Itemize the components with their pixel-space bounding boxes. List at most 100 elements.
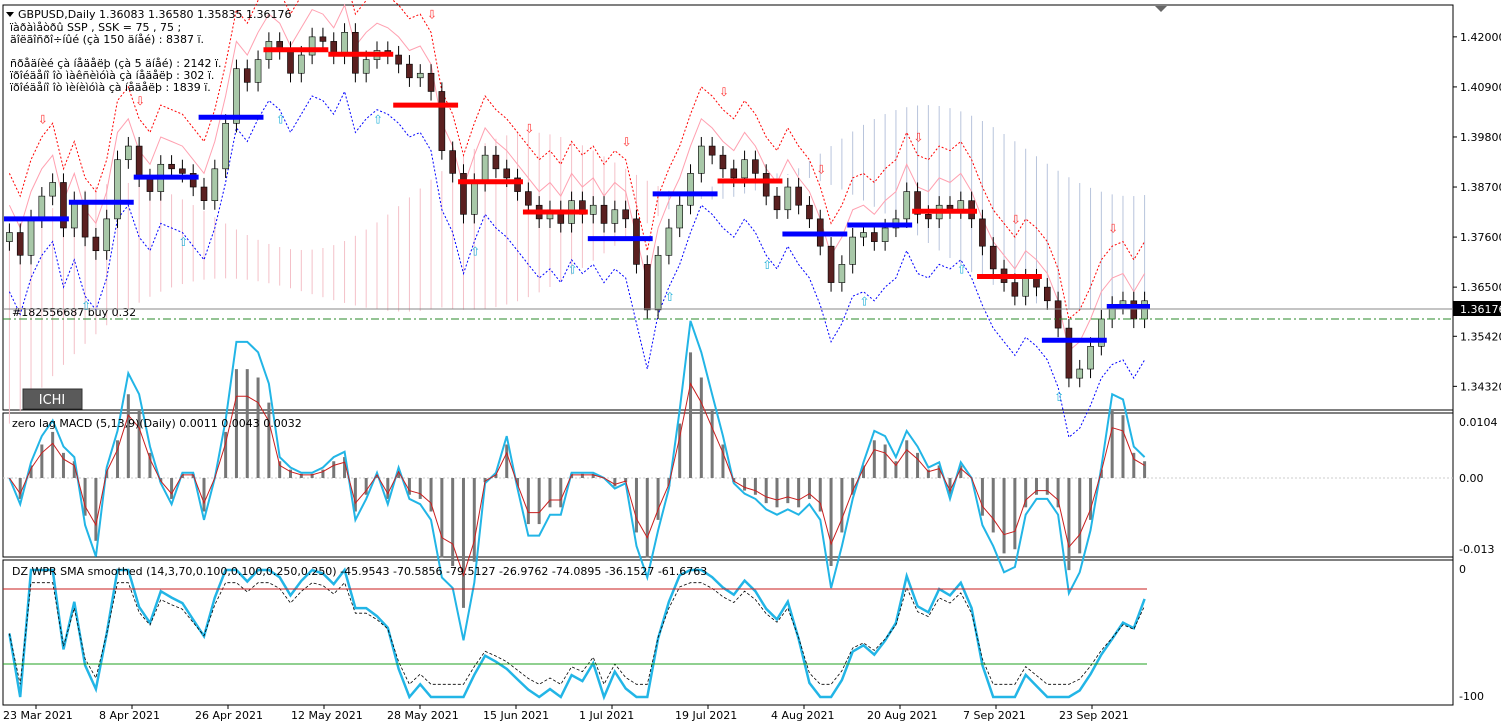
down-arrow-icon: ⇩ — [719, 85, 729, 99]
date-label: 23 Sep 2021 — [1059, 709, 1129, 721]
channel-band — [8, 90, 1146, 439]
candle-body — [871, 232, 878, 242]
ichi-button[interactable]: ICHI — [22, 388, 83, 410]
date-label: 28 May 2021 — [387, 709, 459, 721]
date-label: 26 Apr 2021 — [195, 709, 263, 721]
candle-body — [687, 173, 694, 206]
candle-body — [708, 145, 716, 156]
up-arrow-icon: ⇧ — [762, 258, 772, 272]
channel-band — [8, 0, 1146, 320]
info-line-5: ïðîéäåíî îò ìàêñèìóìà çà íåäåëþ : 302 ï. — [9, 69, 214, 82]
candle-body — [49, 182, 56, 197]
candle-body — [254, 59, 262, 83]
info-line-4: ñðåäíèé çà íåäåëþ (çà 5 äíåé) : 2142 ï. — [10, 57, 222, 70]
candle-body — [622, 209, 629, 220]
down-arrow-icon: ⇩ — [816, 162, 826, 176]
date-label: 20 Aug 2021 — [867, 709, 937, 721]
price-axis: 1.42000 1.40900 1.39800 1.38700 1.37600 1.365… — [1453, 31, 1501, 393]
candle-body — [503, 168, 511, 179]
up-arrow-icon: ⇧ — [81, 299, 91, 313]
candle-body — [1098, 318, 1105, 347]
candle-body — [1043, 286, 1051, 302]
date-label: 12 May 2021 — [291, 709, 363, 721]
candle-body — [27, 218, 35, 256]
symbol-menu-icon[interactable] — [6, 12, 14, 17]
candle-body — [189, 173, 197, 188]
candle-body — [989, 245, 997, 270]
up-arrow-icon: ⇧ — [276, 112, 286, 126]
candle-body — [698, 145, 705, 174]
candle-body — [795, 186, 802, 206]
candle-body — [719, 154, 727, 170]
candle-body — [1130, 300, 1138, 320]
macd-plot — [3, 320, 1453, 641]
candle-body — [103, 218, 111, 252]
candle-body — [676, 204, 684, 229]
candle-body — [200, 186, 208, 201]
candle-body — [643, 264, 651, 311]
wpr-axis-bottom: -100 — [1459, 690, 1484, 703]
price-axis-label: 1.40900 — [1460, 81, 1501, 94]
info-line-1: ïàðàìåòðû SSP , SSK = 75 , 75 ; — [9, 21, 181, 34]
candle-body — [849, 236, 856, 265]
down-arrow-icon: ⇩ — [622, 135, 632, 149]
candle-body — [773, 195, 781, 211]
candle-body — [38, 195, 46, 220]
candle-body — [762, 173, 770, 197]
candle-body — [741, 159, 748, 179]
candle-body — [654, 254, 662, 311]
price-axis-label: 1.42000 — [1460, 31, 1501, 44]
current-price-label: 1.36176 — [1460, 303, 1501, 316]
candle-body — [298, 54, 305, 74]
candle-body — [481, 154, 489, 183]
up-arrow-icon: ⇧ — [568, 262, 578, 276]
down-arrow-icon: ⇩ — [1011, 212, 1021, 226]
up-arrow-icon: ⇧ — [373, 112, 383, 126]
trend-line — [4, 47, 1150, 343]
macd-panel[interactable] — [2, 412, 1454, 558]
candle-body — [860, 232, 867, 238]
up-arrow-icon: ⇧ — [178, 235, 188, 249]
wpr-signal-line — [9, 581, 1145, 686]
candle-body — [665, 227, 673, 256]
candle-body — [838, 264, 846, 283]
current-price-tag: 1.36176 — [1453, 301, 1501, 316]
price-axis-label: 1.37600 — [1460, 231, 1501, 244]
candle-body — [460, 173, 467, 215]
symbol-header: GBPUSD,Daily 1.36083 1.36580 1.35835 1.3… — [18, 8, 291, 21]
wpr-plot — [3, 567, 1147, 701]
candle-body — [81, 200, 89, 238]
ichi-button-label: ICHI — [39, 393, 66, 408]
wpr-panel[interactable] — [2, 559, 1454, 706]
macd-title: zero lag MACD (5,13,9)(Daily) 0.0011 0.0… — [12, 417, 302, 430]
candle-body — [925, 214, 932, 220]
chart-shift-icon[interactable] — [1155, 6, 1167, 12]
candle-body — [362, 59, 370, 74]
candle-body — [806, 204, 813, 220]
up-arrow-icon: ⇧ — [860, 294, 870, 308]
price-axis-label: 1.39800 — [1460, 131, 1501, 144]
price-axis-label: 1.35420 — [1460, 330, 1501, 343]
up-arrow-icon: ⇧ — [470, 244, 480, 258]
candle-body — [427, 72, 435, 92]
price-axis-label: 1.38700 — [1460, 181, 1501, 194]
down-arrow-icon: ⇩ — [1108, 222, 1118, 236]
candle-body — [1087, 345, 1094, 370]
macd-axis-zero: 0.00 — [1459, 472, 1484, 485]
candle-body — [752, 159, 759, 174]
candle-body — [957, 200, 965, 211]
date-label: 7 Sep 2021 — [963, 709, 1026, 721]
candle-body — [1076, 368, 1084, 379]
info-line-6: ïðîéäåíî îò ìèíèìóìà çà íåäåëþ : 1839 ï. — [9, 81, 211, 94]
candle-body — [1054, 300, 1062, 329]
wpr-title: DZ WPR SMA smoothed (14,3,70,0.100,0.100… — [12, 565, 707, 578]
up-arrow-icon: ⇧ — [1054, 390, 1064, 404]
price-axis-label: 1.34320 — [1460, 380, 1501, 393]
order-label: #182556687 buy 0.32 — [12, 306, 136, 319]
candle-body — [243, 68, 251, 83]
date-axis: 23 Mar 2021 8 Apr 2021 26 Apr 2021 12 May 2… — [3, 705, 1129, 721]
candle-body — [16, 232, 24, 256]
wpr-axis-top: 0 — [1459, 563, 1466, 576]
